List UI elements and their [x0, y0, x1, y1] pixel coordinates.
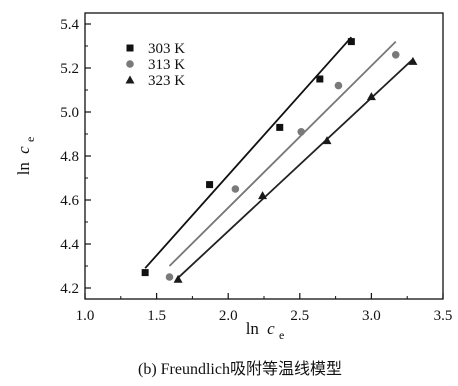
y-tick-label: 5.2 [60, 61, 79, 77]
plot-frame [84, 12, 444, 300]
legend-label-313-k: 313 K [148, 57, 185, 73]
data-point-313-k [334, 81, 343, 90]
data-point-323-k [366, 92, 376, 101]
x-tick-label: 1.0 [76, 308, 95, 324]
x-axis-label: ln c e [246, 319, 285, 342]
x-axis-label-ln: ln [246, 319, 260, 338]
x-tick-labels: 1.0 1.5 2.0 2.5 3.0 3.5 [76, 308, 453, 324]
data-point-303-k [347, 38, 355, 46]
y-tick-label: 4.6 [60, 193, 79, 209]
data-point-303-k [206, 181, 214, 189]
x-tick-label: 3.5 [434, 308, 453, 324]
x-tick-label: 1.5 [147, 308, 166, 324]
x-axis-label-sub: e [279, 328, 284, 342]
y-axis-label-var: c [14, 146, 33, 154]
x-tick-label: 2.5 [290, 308, 309, 324]
data-point-323-k [408, 56, 418, 65]
x-tick-label: 3.0 [362, 308, 381, 324]
legend-label-323-k: 323 K [148, 73, 185, 89]
legend-marker-323-k [125, 75, 135, 84]
data-point-313-k [231, 185, 240, 193]
x-tick-label: 2.0 [219, 308, 238, 324]
data-point-313-k [165, 273, 174, 281]
y-axis-label-sub: e [23, 137, 37, 142]
data-point-313-k [297, 128, 306, 136]
y-axis-label-ln: ln [14, 162, 33, 176]
data-markers [141, 38, 418, 283]
x-axis-label-var: c [267, 319, 275, 338]
y-tick-label: 5.0 [60, 105, 79, 121]
y-axis-label: ln c e [14, 137, 37, 176]
y-tick-label: 4.8 [60, 149, 79, 165]
data-point-303-k [316, 75, 324, 83]
fit-line-323-k [176, 58, 414, 280]
data-point-323-k [173, 274, 183, 283]
legend-marker-313-k [126, 60, 134, 68]
data-point-323-k [258, 191, 268, 200]
data-point-303-k [141, 269, 149, 277]
y-tick-labels: 4.2 4.4 4.6 4.8 5.0 5.2 5.4 [60, 17, 79, 297]
y-tick-label: 4.2 [60, 281, 79, 297]
legend-label-303-k: 303 K [148, 41, 185, 57]
fit-lines [144, 36, 414, 280]
legend-marker-303-k [126, 44, 134, 52]
axis-ticks [84, 23, 444, 299]
data-point-313-k [391, 51, 400, 59]
chart-caption: (b) Freundlich吸附等温线模型 [138, 360, 342, 378]
data-point-323-k [322, 136, 332, 145]
fit-line-313-k [168, 40, 397, 267]
data-point-303-k [276, 123, 284, 131]
y-tick-label: 4.4 [60, 237, 79, 253]
y-tick-label: 5.4 [60, 17, 79, 33]
